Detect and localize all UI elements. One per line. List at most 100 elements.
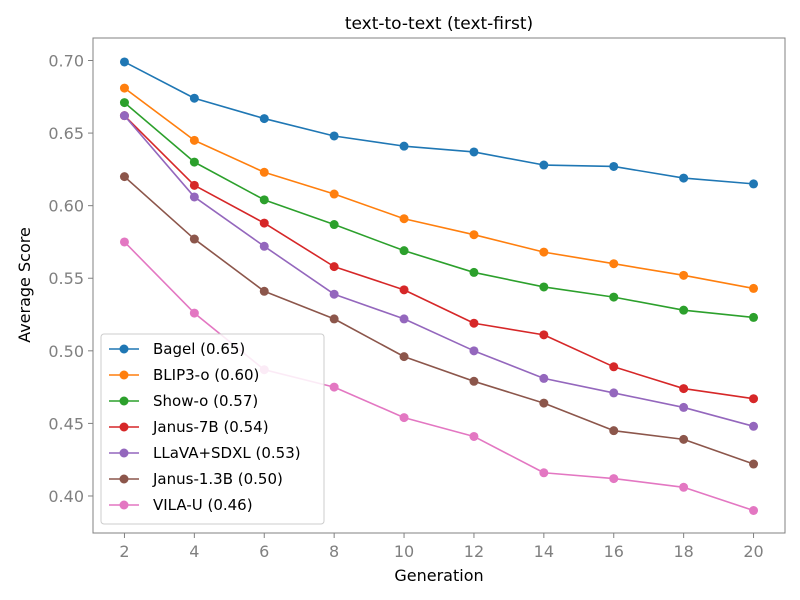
data-point	[119, 111, 129, 121]
series-5	[119, 172, 759, 469]
data-point	[189, 135, 199, 145]
series-line	[124, 61, 754, 185]
y-tick-label: 0.70	[48, 52, 84, 71]
data-point	[329, 289, 339, 299]
series-line	[123, 115, 754, 428]
data-point	[399, 141, 409, 151]
data-point	[259, 167, 269, 177]
data-point	[399, 246, 409, 256]
data-point	[609, 474, 619, 484]
data-point	[119, 172, 129, 182]
data-point	[399, 413, 409, 423]
x-tick-label: 12	[464, 542, 484, 561]
data-point	[119, 57, 129, 67]
data-point	[469, 431, 479, 441]
data-point	[539, 247, 549, 257]
x-tick-label: 16	[604, 542, 624, 561]
x-axis: 2 4 6 8 10 12 14 16 18 20	[119, 533, 764, 561]
data-point	[749, 394, 759, 404]
series-0	[119, 57, 759, 189]
legend-marker	[119, 500, 129, 510]
data-point	[259, 195, 269, 205]
x-tick-label: 18	[673, 542, 693, 561]
data-point	[259, 218, 269, 228]
legend-item: BLIP3-o (0.60)	[109, 366, 259, 384]
data-point	[679, 305, 689, 315]
data-point	[189, 308, 199, 318]
y-axis: 0.40 0.45 0.50 0.55 0.60 0.65 0.70	[48, 52, 93, 506]
plot-frame	[92, 37, 786, 534]
legend-item: Janus-1.3B (0.50)	[109, 470, 283, 488]
data-point	[329, 262, 339, 272]
x-tick-label: 10	[394, 542, 414, 561]
x-tick-label: 6	[259, 542, 269, 561]
x-axis-title: Generation	[394, 566, 483, 585]
data-point	[469, 318, 479, 328]
legend: Bagel (0.65) BLIP3-o (0.60) Show-o (0.57) J…	[100, 333, 325, 525]
data-point	[469, 376, 479, 386]
data-point	[259, 241, 269, 251]
y-tick-label: 0.55	[48, 269, 84, 288]
data-point	[679, 384, 689, 394]
data-point	[259, 286, 269, 296]
legend-marker	[119, 396, 129, 406]
data-point	[329, 131, 339, 141]
data-point	[609, 426, 619, 436]
data-point	[189, 93, 199, 103]
y-tick-label: 0.65	[48, 124, 84, 143]
data-point	[679, 402, 689, 412]
x-tick-label: 14	[534, 542, 554, 561]
x-tick-label: 8	[329, 542, 339, 561]
series-line	[123, 101, 754, 319]
data-point	[539, 330, 549, 340]
chart-title: text-to-text (text-first)	[345, 14, 533, 34]
legend-marker	[119, 344, 129, 354]
data-point	[189, 180, 199, 190]
data-point	[609, 259, 619, 269]
legend-item: Janus-7B (0.54)	[109, 418, 269, 436]
data-point	[399, 314, 409, 324]
data-point	[469, 147, 479, 157]
data-point	[539, 373, 549, 383]
data-point	[329, 189, 339, 199]
data-point	[539, 282, 549, 292]
y-tick-label: 0.60	[48, 197, 84, 216]
data-point	[749, 283, 759, 293]
legend-label: BLIP3-o (0.60)	[153, 366, 259, 384]
legend-item: VILA-U (0.46)	[109, 496, 253, 514]
legend-item: Bagel (0.65)	[109, 340, 245, 358]
legend-item: Show-o (0.57)	[109, 392, 258, 410]
legend-marker	[119, 448, 129, 458]
data-point	[749, 312, 759, 322]
data-point	[469, 267, 479, 277]
data-point	[399, 285, 409, 295]
y-tick-label: 0.45	[48, 414, 84, 433]
data-point	[679, 482, 689, 492]
data-point	[329, 220, 339, 230]
data-point	[609, 292, 619, 302]
data-point	[189, 234, 199, 244]
data-point	[679, 434, 689, 444]
data-point	[399, 352, 409, 362]
data-point	[329, 314, 339, 324]
data-point	[469, 346, 479, 356]
data-point	[609, 388, 619, 398]
data-point	[679, 270, 689, 280]
data-point	[259, 114, 269, 124]
series-line	[123, 176, 754, 465]
series-line	[123, 115, 754, 400]
data-point	[749, 421, 759, 431]
data-point	[749, 506, 759, 515]
legend-box	[100, 333, 325, 525]
legend-label: VILA-U (0.46)	[153, 496, 253, 514]
data-point	[189, 192, 199, 202]
x-tick-label: 20	[743, 542, 763, 561]
data-point	[189, 157, 199, 167]
x-tick-label: 4	[189, 542, 199, 561]
data-point	[679, 173, 689, 183]
series-4	[119, 111, 759, 431]
data-point	[329, 382, 339, 392]
data-point	[469, 230, 479, 240]
legend-marker	[119, 474, 129, 484]
